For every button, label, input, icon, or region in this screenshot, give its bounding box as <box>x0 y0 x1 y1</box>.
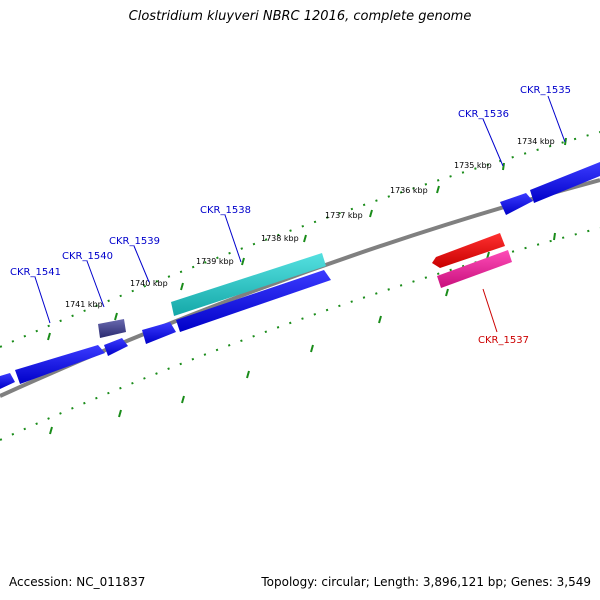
genome-stats-text: Topology: circular; Length: 3,896,121 bp… <box>261 575 591 589</box>
gene-ckr-1540[interactable] <box>98 319 126 338</box>
gene-label-ckr-1536[interactable]: CKR_1536 <box>458 109 509 120</box>
tick-label: 1738 kbp <box>261 234 299 243</box>
gene-ckr-1539[interactable] <box>142 322 176 344</box>
gene-reverse-pink[interactable] <box>437 250 512 288</box>
tick-label: 1736 kbp <box>390 186 428 195</box>
gene-label-ckr-1537[interactable]: CKR_1537 <box>478 335 529 346</box>
tick-label: 1740 kbp <box>130 279 168 288</box>
outer-ruler <box>0 131 600 348</box>
tick-label: 1737 kbp <box>325 211 363 220</box>
gene-ckr-1536[interactable] <box>500 193 533 215</box>
tick-label: 1739 kbp <box>196 257 234 266</box>
tick-label: 1741 kbp <box>65 300 103 309</box>
gene-forward-small[interactable] <box>104 338 128 356</box>
forward-genes <box>0 162 600 389</box>
gene-leader-lines <box>34 95 566 333</box>
tick-label: 1735 kbp <box>454 161 492 170</box>
gene-ckr-1541[interactable] <box>15 345 105 384</box>
tick-label: 1734 kbp <box>517 137 555 146</box>
gene-label-ckr-1538[interactable]: CKR_1538 <box>200 205 251 216</box>
gene-label-ckr-1539[interactable]: CKR_1539 <box>109 236 160 247</box>
genome-title: Clostridium kluyveri NBRC 12016, complet… <box>128 9 472 24</box>
gene-label-ckr-1535[interactable]: CKR_1535 <box>520 85 571 96</box>
tick-labels: 1734 kbp 1735 kbp 1736 kbp 1737 kbp 1738… <box>65 137 555 309</box>
gene-forward-edge[interactable] <box>0 373 15 389</box>
gene-labels: CKR_1535 CKR_1536 CKR_1537 CKR_1538 CKR_… <box>10 85 571 346</box>
accession-text: Accession: NC_011837 <box>9 575 146 589</box>
inner-ruler <box>0 227 600 441</box>
gene-label-ckr-1540[interactable]: CKR_1540 <box>62 251 113 262</box>
gene-ckr-1538[interactable] <box>171 253 326 316</box>
gene-forward-unlabeled[interactable] <box>176 270 331 332</box>
reverse-genes <box>432 233 512 288</box>
gene-ckr-1535[interactable] <box>530 162 600 203</box>
gene-label-ckr-1541[interactable]: CKR_1541 <box>10 267 61 278</box>
gene-ckr-1537[interactable] <box>432 233 505 268</box>
